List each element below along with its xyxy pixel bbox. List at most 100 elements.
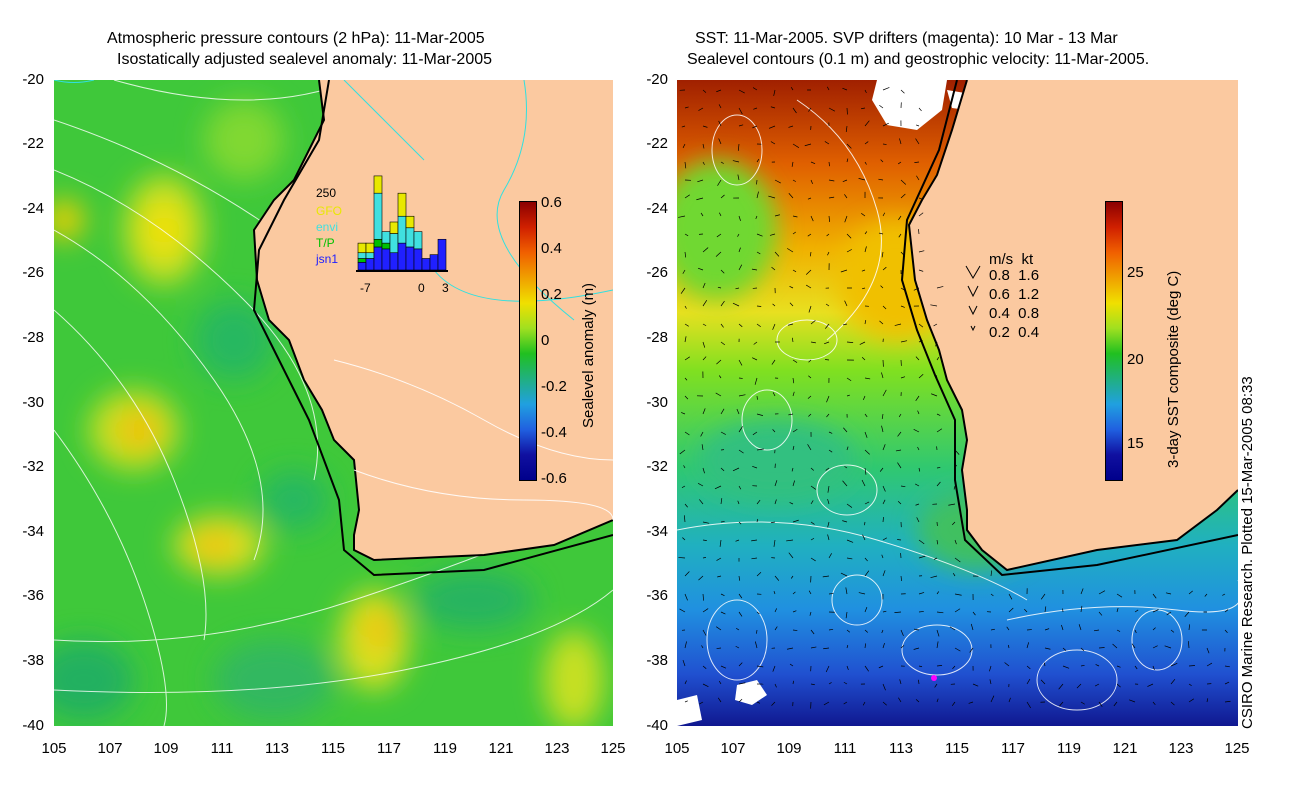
inset-bar-envi-6 [405, 227, 415, 248]
sealevel-tick-neg0.2: -0.2 [541, 378, 567, 395]
left-x-tick-109: 109 [153, 740, 179, 757]
inset-bar-envi-0 [357, 252, 367, 259]
right-y-tick-24: -24 [646, 200, 668, 217]
right-y-tick-36: -36 [646, 587, 668, 604]
left-x-tick-107: 107 [97, 740, 123, 757]
right-y-tick-32: -32 [646, 458, 668, 475]
sealevel-colorbar-title: Sealevel anomaly (m) [580, 282, 597, 428]
left-y-tick-38: -38 [22, 652, 44, 669]
inset-bar-jsn1-0 [357, 262, 367, 271]
inset-bar-jsn1-8 [421, 258, 431, 271]
velocity-legend-row-0.8: 0.8 1.6 [989, 267, 1040, 284]
left-y-tick-22: -22 [22, 135, 44, 152]
right-y-tick-26: -26 [646, 264, 668, 281]
inset-x-tick-3: 3 [442, 281, 449, 295]
right-x-tick-123: 123 [1168, 740, 1194, 757]
left-x-tick-123: 123 [544, 740, 570, 757]
left-x-tick-105: 105 [41, 740, 67, 757]
sst-tick-20: 20 [1127, 351, 1144, 368]
left-x-tick-125: 125 [600, 740, 626, 757]
inset-bar-jsn1-3 [381, 248, 391, 271]
inset-bar-jsn1-7 [413, 248, 423, 271]
right-y-tick-28: -28 [646, 329, 668, 346]
inset-bar-gfo-1 [365, 242, 375, 254]
right-title-line1: SST: 11-Mar-2005. SVP drifters (magenta)… [695, 30, 1118, 47]
inset-legend-gfo: GFO [316, 204, 342, 218]
velocity-arrows [678, 86, 1231, 709]
left-y-tick-40: -40 [22, 717, 44, 734]
left-x-tick-117: 117 [377, 740, 401, 757]
inset-bar-jsn1-2 [373, 246, 383, 271]
inset-bar-envi-5 [397, 215, 407, 244]
right-y-tick-34: -34 [646, 523, 668, 540]
right-y-tick-20: -20 [646, 71, 668, 88]
inset-bar-gfo-0 [357, 242, 367, 254]
inset-bar-envi-4 [389, 233, 399, 254]
sst-tick-15: 15 [1127, 435, 1144, 452]
left-y-tick-20: -20 [22, 71, 44, 88]
right-y-tick-30: -30 [646, 394, 668, 411]
inset-bar-envi-3 [381, 231, 391, 244]
sst-tick-25: 25 [1127, 264, 1144, 281]
credit-text: CSIRO Marine Research. Plotted 15-Mar-20… [1239, 376, 1256, 729]
inset-legend-jsn1: jsn1 [316, 252, 339, 266]
right-title-line2: Sealevel contours (0.1 m) and geostrophi… [687, 51, 1150, 68]
inset-bar-jsn1-10 [437, 238, 447, 271]
right-x-tick-107: 107 [720, 740, 746, 757]
left-x-tick-119: 119 [433, 740, 457, 757]
right-x-tick-105: 105 [664, 740, 690, 757]
sealevel-tick-0: 0 [541, 332, 550, 349]
left-title-line2: Isostatically adjusted sealevel anomaly:… [117, 51, 493, 68]
inset-x-tick-neg7: -7 [360, 281, 371, 295]
left-y-tick-24: -24 [22, 200, 44, 217]
right-x-tick-109: 109 [776, 740, 802, 757]
left-y-tick-32: -32 [22, 458, 44, 475]
right-x-tick-119: 119 [1057, 740, 1081, 757]
velocity-legend-row-0.6: 0.6 1.2 [989, 286, 1040, 303]
inset-legend-tp: T/P [316, 236, 335, 250]
left-y-tick-36: -36 [22, 587, 44, 604]
velocity-legend-row-0.2: 0.2 0.4 [989, 324, 1040, 341]
inset-bar-gfo-6 [405, 215, 415, 229]
right-x-tick-117: 117 [1001, 740, 1025, 757]
left-title-line1: Atmospheric pressure contours (2 hPa): 1… [107, 30, 485, 47]
inset-ymax-label: 250 [316, 186, 337, 200]
sealevel-tick-neg0.6: -0.6 [541, 470, 567, 487]
left-x-tick-115: 115 [321, 740, 345, 757]
inset-bar-gfo-4 [389, 221, 399, 234]
inset-bar-jsn1-9 [429, 254, 439, 271]
inset-bar-jsn1-6 [405, 246, 415, 271]
inset-bar-jsn1-5 [397, 242, 407, 271]
inset-bar-jsn1-1 [365, 258, 375, 271]
left-x-tick-113: 113 [265, 740, 289, 757]
sealevel-tick-0.2: 0.2 [541, 286, 562, 303]
inset-bar-envi-7 [413, 231, 423, 250]
inset-x-tick-0: 0 [418, 281, 425, 295]
right-y-tick-38: -38 [646, 652, 668, 669]
left-y-tick-30: -30 [22, 394, 44, 411]
right-x-tick-111: 111 [833, 740, 857, 757]
sst-colorbar [1105, 201, 1123, 481]
sst-map [677, 80, 1238, 726]
inset-bar-jsn1-4 [389, 252, 399, 271]
inset-bar-gfo-5 [397, 192, 407, 217]
sealevel-colorbar [519, 201, 537, 481]
inset-histogram [356, 175, 448, 272]
right-x-tick-113: 113 [889, 740, 913, 757]
right-y-tick-22: -22 [646, 135, 668, 152]
inset-bar-tp-2 [373, 238, 383, 248]
velocity-legend-arrows [965, 265, 981, 332]
inset-bar-envi-2 [373, 192, 383, 240]
left-y-tick-28: -28 [22, 329, 44, 346]
sealevel-tick-neg0.4: -0.4 [541, 424, 567, 441]
right-x-tick-125: 125 [1224, 740, 1250, 757]
inset-bar-envi-1 [365, 252, 375, 259]
right-x-tick-121: 121 [1112, 740, 1138, 757]
right-y-tick-40: -40 [646, 717, 668, 734]
inset-bar-tp-3 [381, 242, 391, 250]
left-x-tick-121: 121 [488, 740, 514, 757]
velocity-legend-header: m/s kt [989, 251, 1034, 268]
inset-bar-tp-0 [357, 258, 367, 263]
sealevel-tick-0.6: 0.6 [541, 194, 562, 211]
left-y-tick-34: -34 [22, 523, 44, 540]
